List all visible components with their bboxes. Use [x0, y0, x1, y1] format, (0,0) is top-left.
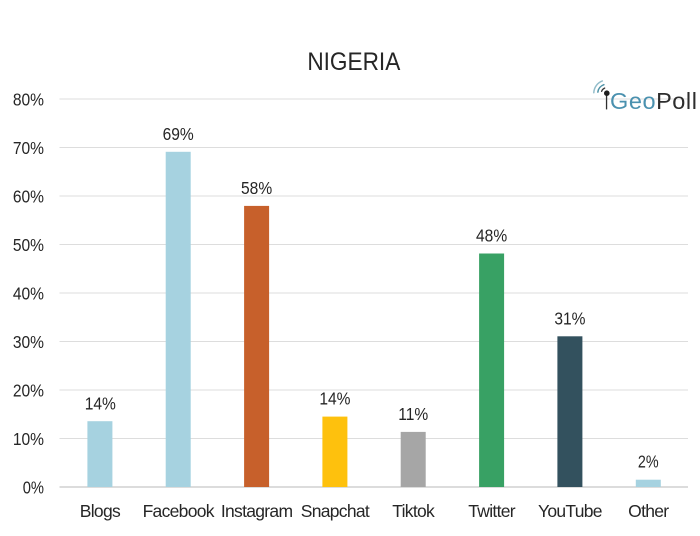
svg-text:Other: Other: [628, 501, 669, 521]
svg-text:Blogs: Blogs: [80, 501, 121, 521]
svg-text:69%: 69%: [163, 124, 194, 144]
svg-text:20%: 20%: [13, 380, 44, 400]
svg-text:Facebook: Facebook: [143, 501, 215, 521]
svg-text:14%: 14%: [85, 393, 116, 413]
svg-text:Snapchat: Snapchat: [301, 501, 370, 521]
svg-text:80%: 80%: [13, 89, 44, 109]
svg-text:11%: 11%: [398, 404, 428, 424]
svg-text:70%: 70%: [13, 138, 44, 158]
svg-text:GeoPoll: GeoPoll: [610, 88, 697, 114]
svg-text:Twitter: Twitter: [468, 501, 516, 521]
svg-text:2%: 2%: [638, 453, 659, 472]
svg-text:50%: 50%: [13, 235, 44, 255]
svg-text:31%: 31%: [554, 308, 585, 328]
svg-text:30%: 30%: [13, 332, 44, 352]
svg-text:Instagram: Instagram: [221, 501, 293, 521]
svg-text:NIGERIA: NIGERIA: [307, 48, 400, 76]
svg-text:48%: 48%: [476, 226, 507, 246]
svg-text:0%: 0%: [23, 478, 44, 497]
svg-text:40%: 40%: [13, 283, 44, 303]
svg-text:60%: 60%: [13, 186, 44, 206]
svg-text:10%: 10%: [13, 429, 44, 449]
svg-text:YouTube: YouTube: [538, 501, 602, 521]
svg-text:Tiktok: Tiktok: [392, 501, 435, 521]
svg-text:14%: 14%: [319, 389, 350, 409]
svg-text:58%: 58%: [241, 178, 272, 198]
